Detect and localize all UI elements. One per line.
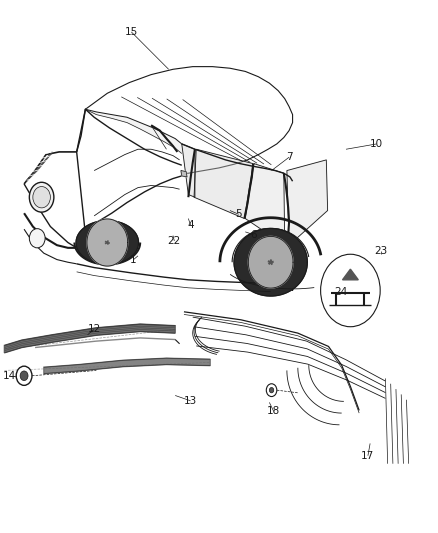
- Text: 15: 15: [125, 27, 138, 37]
- Circle shape: [20, 371, 28, 381]
- Text: 6: 6: [250, 230, 257, 239]
- Polygon shape: [85, 109, 182, 154]
- Polygon shape: [44, 358, 210, 374]
- Text: 12: 12: [88, 325, 101, 334]
- Text: 24: 24: [334, 287, 347, 297]
- Text: 4: 4: [187, 220, 194, 230]
- Polygon shape: [77, 109, 182, 235]
- Polygon shape: [194, 149, 253, 219]
- Circle shape: [266, 384, 277, 397]
- Circle shape: [33, 187, 50, 208]
- Polygon shape: [287, 160, 328, 245]
- Circle shape: [321, 254, 380, 327]
- Polygon shape: [343, 269, 358, 280]
- Text: 22: 22: [168, 236, 181, 246]
- Text: 10: 10: [370, 139, 383, 149]
- Polygon shape: [181, 171, 187, 177]
- Polygon shape: [4, 324, 175, 353]
- Text: 1: 1: [130, 255, 137, 264]
- Text: 18: 18: [267, 407, 280, 416]
- Polygon shape: [85, 67, 293, 177]
- Polygon shape: [26, 152, 53, 181]
- Text: 23: 23: [374, 246, 388, 255]
- Circle shape: [269, 387, 274, 393]
- Polygon shape: [248, 237, 293, 288]
- Text: 14: 14: [3, 371, 16, 381]
- Text: 5: 5: [235, 209, 242, 219]
- Polygon shape: [182, 144, 195, 197]
- Polygon shape: [234, 229, 307, 296]
- Circle shape: [16, 366, 32, 385]
- Circle shape: [29, 182, 54, 212]
- Text: 13: 13: [184, 396, 197, 406]
- Text: 17: 17: [361, 451, 374, 461]
- Polygon shape: [245, 164, 285, 245]
- Circle shape: [29, 229, 45, 248]
- Polygon shape: [76, 221, 138, 264]
- Text: 7: 7: [286, 152, 293, 162]
- Polygon shape: [87, 219, 128, 266]
